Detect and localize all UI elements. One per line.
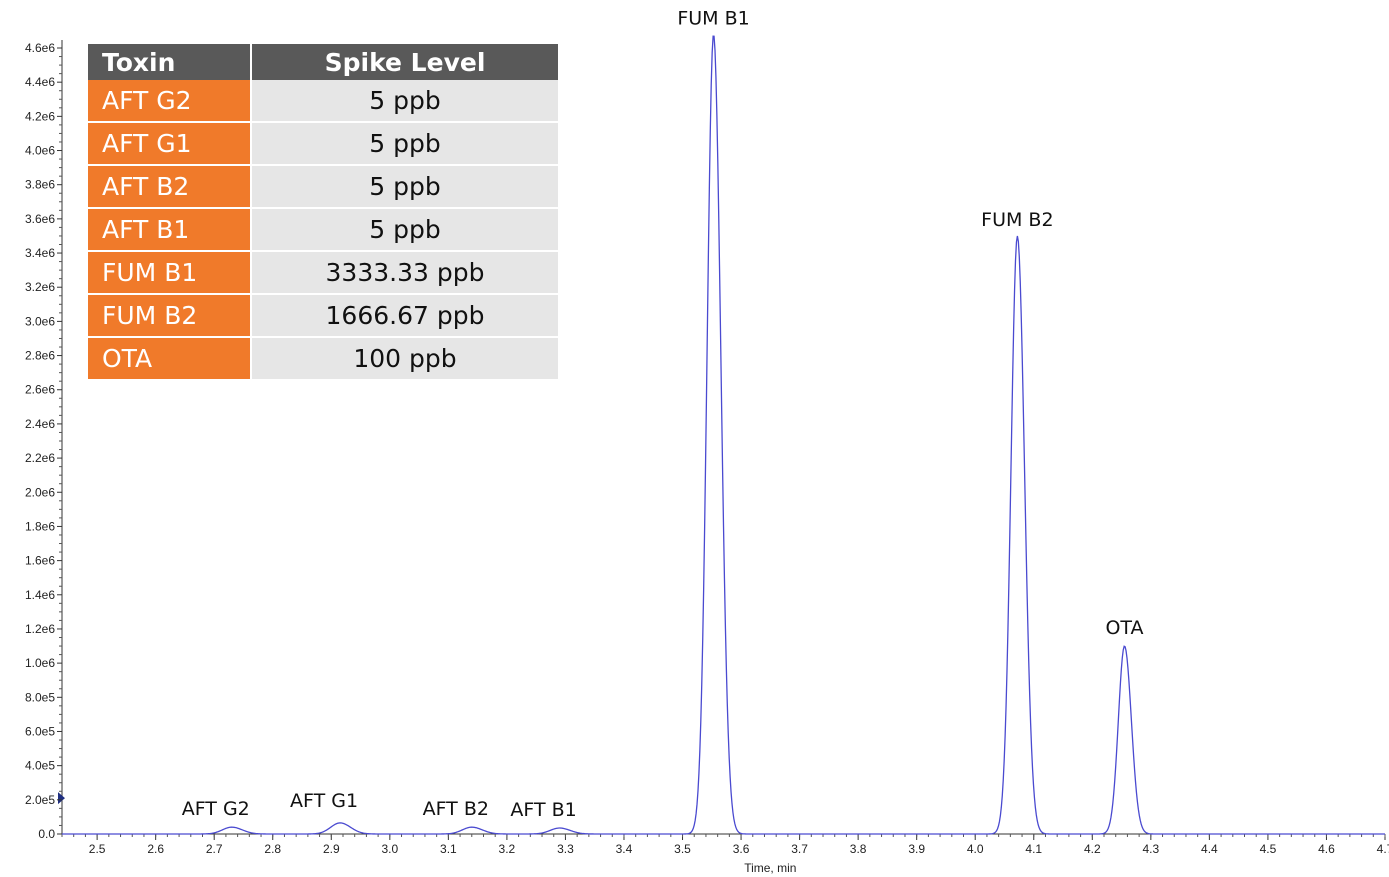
y-tick-label: 3.6e6 [25, 212, 55, 226]
spike-level-cell: 5 ppb [251, 208, 558, 252]
y-axis-ticks: 0.0 2.0e5 4.0e5 6.0e5 8.0e5 1.0e6 1.2e6 1.4e6 1.… [25, 41, 62, 841]
spike-level-table: Toxin Spike Level AFT G2 5 ppb AFT G1 5 pp… [88, 44, 558, 381]
toxin-cell: OTA [88, 337, 252, 381]
x-tick-label: 3.9 [908, 842, 925, 856]
toxin-cell: AFT B1 [88, 208, 252, 252]
spike-level-cell: 5 ppb [251, 80, 558, 123]
table-row: AFT G1 5 ppb [88, 122, 558, 166]
x-tick-label: 3.0 [381, 842, 398, 856]
y-tick-label: 2.8e6 [25, 349, 55, 363]
toxin-cell: FUM B2 [88, 294, 252, 338]
y-tick-label: 3.0e6 [25, 314, 55, 328]
y-tick-label: 2.0e6 [25, 485, 55, 499]
x-tick-label: 2.5 [89, 842, 106, 856]
table-row: AFT G2 5 ppb [88, 80, 558, 123]
x-tick-label: 3.5 [674, 842, 691, 856]
toxin-cell: AFT B2 [88, 165, 252, 209]
peak-label: AFT G2 [182, 798, 250, 820]
y-tick-label: 6.0e5 [25, 724, 55, 738]
y-tick-label: 4.0e5 [25, 759, 55, 773]
y-tick-label: 4.2e6 [25, 109, 55, 123]
x-axis-ticks: 2.5 2.6 2.7 2.8 2.9 3.0 3.1 3.2 3.3 3.4 3.5 3.6 3.7 3… [61, 834, 1389, 856]
x-tick-label: 2.8 [264, 842, 281, 856]
x-tick-label: 3.1 [440, 842, 457, 856]
spike-level-cell: 100 ppb [251, 337, 558, 381]
x-axis-title: Time, min [744, 861, 796, 875]
x-tick-label: 4.1 [1025, 842, 1042, 856]
x-tick-label: 3.2 [499, 842, 516, 856]
x-tick-label: 2.6 [147, 842, 164, 856]
toxin-cell: AFT G1 [88, 122, 252, 166]
table-row: FUM B2 1666.67 ppb [88, 294, 558, 338]
x-tick-label: 4.3 [1142, 842, 1159, 856]
spike-level-cell: 5 ppb [251, 165, 558, 209]
y-tick-label: 1.6e6 [25, 554, 55, 568]
x-tick-label: 3.7 [791, 842, 808, 856]
y-tick-label: 4.4e6 [25, 75, 55, 89]
toxin-cell: FUM B1 [88, 251, 252, 295]
x-tick-label: 3.3 [557, 842, 574, 856]
column-header-spike-level: Spike Level [251, 44, 558, 80]
y-tick-label: 1.4e6 [25, 588, 55, 602]
x-tick-label: 4.6 [1318, 842, 1335, 856]
peak-label: AFT B2 [423, 798, 489, 820]
spike-level-cell: 5 ppb [251, 122, 558, 166]
y-tick-label: 4.0e6 [25, 144, 55, 158]
column-header-toxin: Toxin [88, 44, 252, 80]
y-tick-label: 2.2e6 [25, 451, 55, 465]
x-tick-label: 3.8 [850, 842, 867, 856]
x-tick-label: 2.7 [206, 842, 223, 856]
peak-labels: AFT G2 AFT G1 AFT B2 AFT B1 FUM B1 FUM B2 OTA [182, 7, 1144, 821]
table-row: AFT B1 5 ppb [88, 208, 558, 252]
y-tick-label: 3.4e6 [25, 246, 55, 260]
y-tick-label: 2.0e5 [25, 793, 55, 807]
y-tick-label: 1.8e6 [25, 519, 55, 533]
toxin-cell: AFT G2 [88, 80, 252, 123]
spike-level-cell: 1666.67 ppb [251, 294, 558, 338]
y-tick-label: 8.0e5 [25, 690, 55, 704]
peak-label: AFT G1 [290, 790, 358, 812]
y-tick-label: 0.0 [38, 827, 55, 841]
table-header-row: Toxin Spike Level [88, 44, 558, 80]
x-tick-label: 4.2 [1084, 842, 1101, 856]
y-tick-label: 3.8e6 [25, 178, 55, 192]
peak-label: OTA [1105, 617, 1143, 639]
x-tick-label: 4.0 [967, 842, 984, 856]
x-tick-label: 2.9 [323, 842, 340, 856]
baseline-marker-icon [58, 792, 65, 805]
chromatogram-trace [62, 35, 1385, 835]
spike-level-cell: 3333.33 ppb [251, 251, 558, 295]
y-tick-label: 2.6e6 [25, 383, 55, 397]
x-tick-label: 3.4 [616, 842, 633, 856]
peak-label: FUM B2 [981, 209, 1053, 231]
x-tick-label: 4.5 [1260, 842, 1277, 856]
y-tick-label: 1.0e6 [25, 656, 55, 670]
table-row: AFT B2 5 ppb [88, 165, 558, 209]
peak-label: FUM B1 [677, 7, 749, 29]
y-tick-label: 4.6e6 [25, 41, 55, 55]
table-row: OTA 100 ppb [88, 337, 558, 381]
x-tick-label: 4.7 [1377, 842, 1389, 856]
peak-label: AFT B1 [510, 799, 576, 821]
y-tick-label: 3.2e6 [25, 280, 55, 294]
table-row: FUM B1 3333.33 ppb [88, 251, 558, 295]
y-tick-label: 1.2e6 [25, 622, 55, 636]
x-tick-label: 4.4 [1201, 842, 1218, 856]
y-tick-label: 2.4e6 [25, 417, 55, 431]
x-tick-label: 3.6 [733, 842, 750, 856]
